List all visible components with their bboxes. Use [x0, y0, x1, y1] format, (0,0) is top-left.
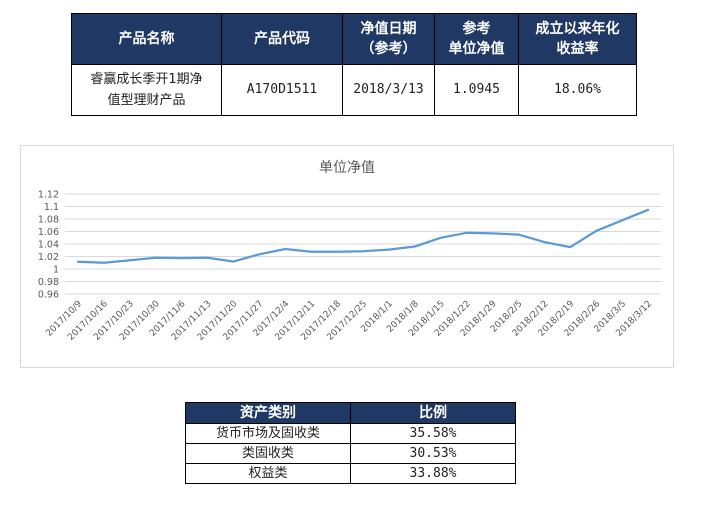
alloc-category: 权益类 — [185, 463, 351, 484]
alloc-category: 类固收类 — [185, 443, 351, 464]
cell-product-name-line1: 睿赢成长季开1期净 — [90, 72, 203, 87]
cell-product-name-line2: 值型理财产品 — [107, 93, 186, 108]
alloc-row: 权益类 33.88% — [185, 463, 516, 484]
header-product-code: 产品代码 — [221, 13, 343, 65]
y-tick-label: 1.1 — [44, 202, 59, 213]
header-unit-nav-line2: 单位净值 — [448, 41, 505, 57]
header-unit-nav-line1: 参考 — [462, 21, 491, 37]
cell-nav-date: 2018/3/13 — [342, 64, 435, 116]
alloc-row: 类固收类 30.53% — [185, 443, 516, 464]
alloc-header-row: 资产类别 比例 — [185, 402, 516, 424]
y-tick-label: 0.96 — [38, 290, 59, 301]
cell-unit-nav: 1.0945 — [434, 64, 519, 116]
header-nav-date-line1: 净值日期 — [360, 21, 417, 37]
nav-chart: 单位净值 1.12 1.1 1.08 1.06 1.04 1.02 1 0.98 0.96 20… — [20, 145, 674, 368]
header-annual-return-line2: 收益率 — [556, 41, 599, 57]
header-nav-date: 净值日期 （参考） — [342, 13, 435, 65]
alloc-ratio: 33.88% — [350, 463, 516, 484]
y-tick-label: 1.06 — [38, 227, 59, 238]
y-tick-label: 1.12 — [38, 190, 59, 201]
header-nav-date-line2: （参考） — [360, 41, 417, 57]
product-table: 产品名称 产品代码 净值日期 （参考） 参考 单位净值 成立以来年化 收益率 睿… — [71, 13, 637, 116]
y-tick-label: 1.02 — [38, 252, 59, 263]
header-unit-nav: 参考 单位净值 — [434, 13, 519, 65]
y-tick-label: 0.98 — [38, 277, 59, 288]
product-table-row: 睿赢成长季开1期净 值型理财产品 A170D1511 2018/3/13 1.0… — [71, 64, 637, 116]
header-ratio: 比例 — [350, 402, 516, 424]
product-table-header-row: 产品名称 产品代码 净值日期 （参考） 参考 单位净值 成立以来年化 收益率 — [71, 13, 637, 65]
alloc-category: 货币市场及固收类 — [185, 423, 351, 444]
alloc-ratio: 30.53% — [350, 443, 516, 464]
cell-annual-return: 18.06% — [518, 64, 637, 116]
header-asset-category: 资产类别 — [185, 402, 351, 424]
asset-allocation-table: 资产类别 比例 货币市场及固收类 35.58% 类固收类 30.53% 权益类 … — [185, 402, 516, 484]
alloc-row: 货币市场及固收类 35.58% — [185, 423, 516, 444]
nav-series-line — [76, 208, 650, 264]
header-product-name: 产品名称 — [71, 13, 222, 65]
chart-title: 单位净值 — [319, 160, 375, 176]
y-tick-label: 1.08 — [38, 215, 59, 226]
y-tick-label: 1.04 — [38, 240, 59, 251]
cell-product-code: A170D1511 — [221, 64, 343, 116]
alloc-ratio: 35.58% — [350, 423, 516, 444]
header-annual-return: 成立以来年化 收益率 — [518, 13, 637, 65]
cell-product-name: 睿赢成长季开1期净 值型理财产品 — [71, 64, 222, 116]
header-annual-return-line1: 成立以来年化 — [535, 21, 620, 37]
y-tick-label: 1 — [53, 265, 59, 276]
